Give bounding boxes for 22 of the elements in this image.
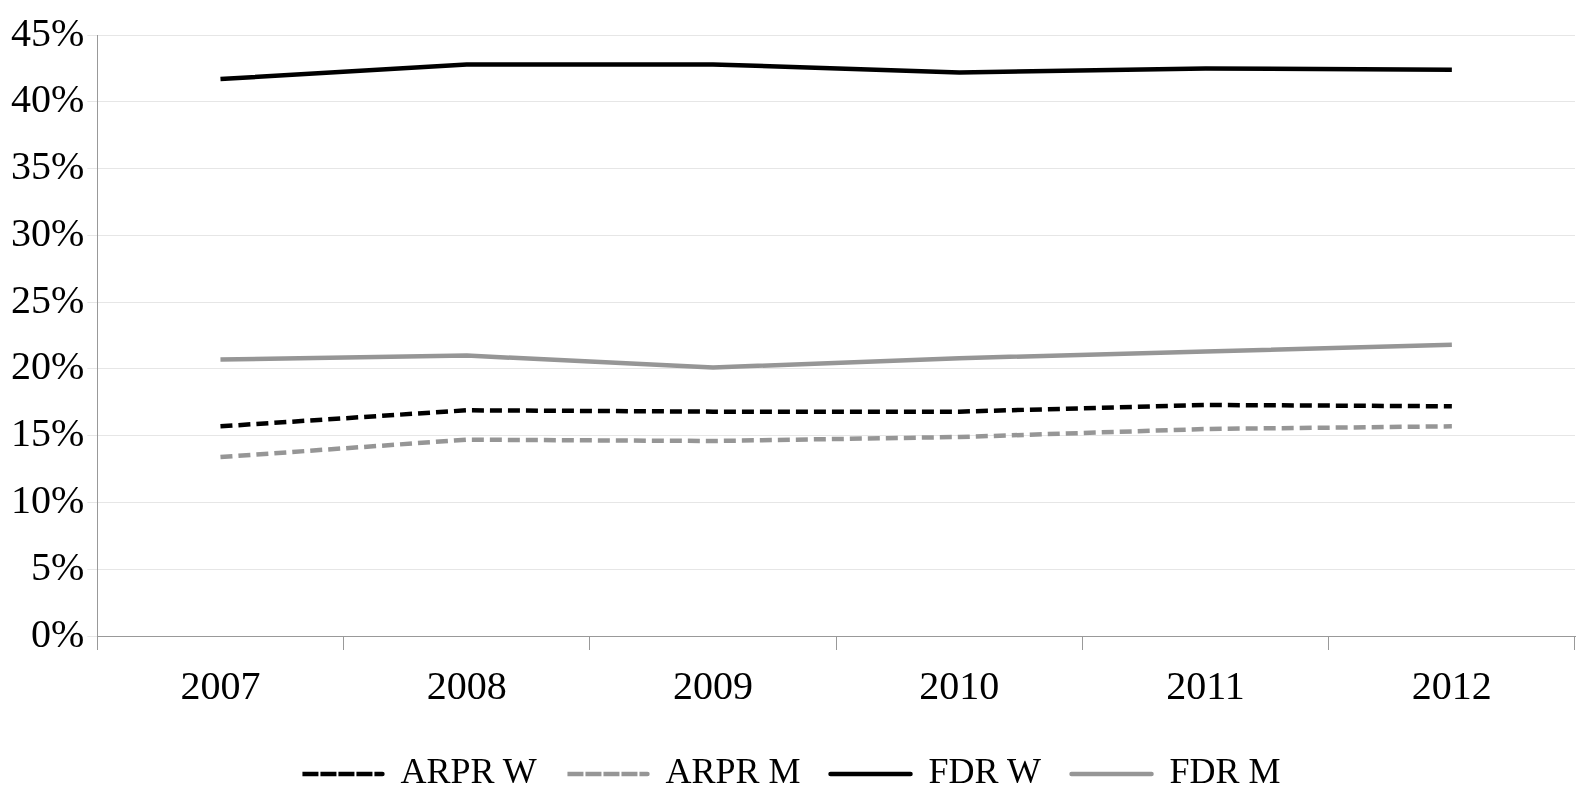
line-series [218, 402, 1455, 429]
line-series [218, 424, 1455, 460]
y-tick-label: 0% [30, 610, 85, 656]
y-tick-label: 30% [10, 209, 85, 255]
y-tick-label: 40% [10, 76, 85, 122]
x-tick-label: 2011 [1166, 662, 1245, 708]
x-tick-label: 2012 [1411, 662, 1492, 708]
legend-label: ARPR W [400, 751, 537, 792]
y-tick-label: 20% [10, 343, 85, 389]
legend-label: FDR M [1169, 751, 1281, 792]
y-tick-label: 25% [10, 276, 85, 322]
y-tick-label: 45% [10, 9, 85, 55]
x-tick-label: 2007 [180, 662, 261, 708]
x-tick-label: 2010 [919, 662, 1000, 708]
y-tick-label: 15% [10, 410, 85, 456]
legend-label: ARPR M [665, 751, 801, 792]
legend-label: FDR W [928, 751, 1041, 792]
y-tick-label: 10% [10, 476, 85, 522]
y-tick-label: 35% [10, 143, 85, 189]
x-tick-label: 2009 [673, 662, 754, 708]
y-tick-label: 5% [30, 543, 85, 589]
x-tick-label: 2008 [426, 662, 507, 708]
